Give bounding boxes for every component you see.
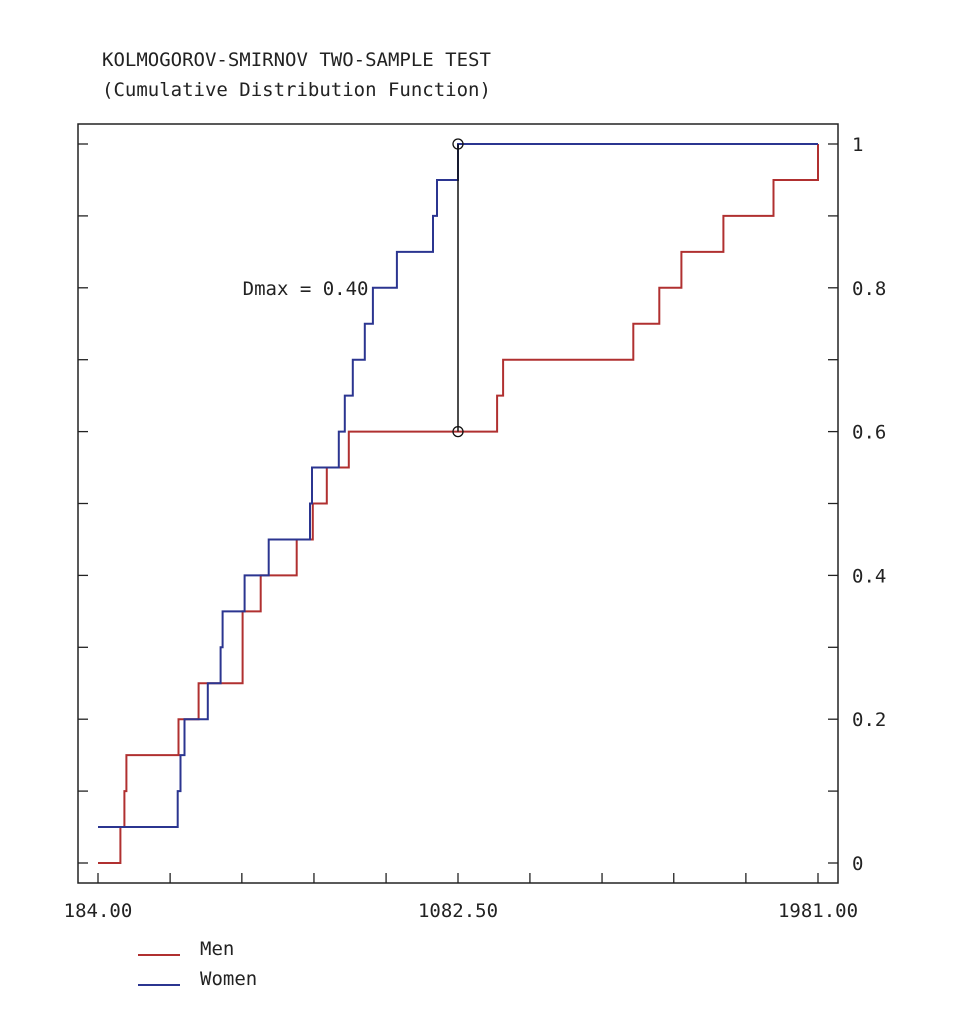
y-tick-label: 1 bbox=[852, 134, 863, 156]
chart-subtitle: (Cumulative Distribution Function) bbox=[102, 79, 491, 101]
y-tick-label: 0.2 bbox=[852, 709, 886, 731]
x-tick-label: 184.00 bbox=[64, 900, 133, 922]
x-tick-label: 1981.00 bbox=[778, 900, 858, 922]
x-tick-label: 1082.50 bbox=[418, 900, 498, 922]
series-lines bbox=[98, 143, 819, 864]
legend: Men Women bbox=[138, 938, 257, 990]
dmax-top-marker bbox=[452, 138, 464, 150]
axis-ticks bbox=[78, 143, 838, 883]
legend-label-men: Men bbox=[200, 938, 234, 960]
dmax-label: Dmax = 0.40 bbox=[243, 278, 369, 300]
y-tick-label: 0.6 bbox=[852, 422, 886, 444]
dmax-bottom-marker bbox=[452, 425, 464, 438]
y-tick-label: 0.8 bbox=[852, 278, 886, 300]
dmax-annotation: Dmax = 0.40 bbox=[243, 138, 464, 438]
y-tick-label: 0.4 bbox=[852, 565, 886, 587]
tick-labels: 184.00 1082.50 1981.00 0 0.2 0.4 0.6 0.8 1 bbox=[64, 134, 887, 922]
series-line-women bbox=[98, 143, 818, 828]
y-tick-label: 0 bbox=[852, 853, 863, 875]
series-line-men bbox=[98, 144, 819, 864]
legend-label-women: Women bbox=[200, 968, 257, 990]
chart-title: KOLMOGOROV-SMIRNOV TWO-SAMPLE TEST bbox=[102, 49, 491, 71]
